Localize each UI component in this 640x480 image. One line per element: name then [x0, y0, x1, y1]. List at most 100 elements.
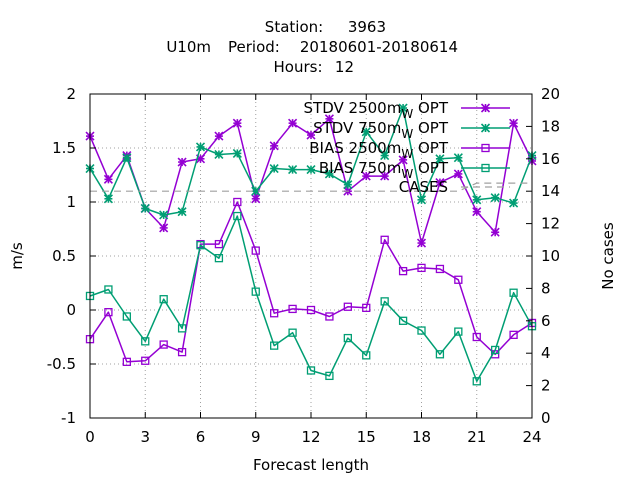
data-point [325, 312, 334, 321]
data-point [306, 366, 316, 375]
y2-tick-label: 8 [541, 279, 551, 297]
data-point [324, 169, 334, 179]
data-point [104, 308, 113, 317]
y2-tick-label: 18 [541, 117, 560, 135]
data-point [509, 198, 519, 208]
legend-entry-1: STDV 750mW OPT [313, 119, 510, 141]
title-line3-value: 12 [335, 58, 354, 76]
data-point [269, 141, 279, 151]
data-point [306, 305, 316, 315]
data-point [324, 114, 334, 124]
data-point [122, 153, 132, 163]
legend-label-subscript: W [401, 167, 413, 181]
y2-tick-label: 14 [541, 182, 560, 200]
data-point [416, 238, 427, 248]
y2-tick-label: 10 [541, 247, 560, 265]
data-point [472, 207, 482, 217]
data-point [343, 333, 352, 343]
data-point [251, 287, 260, 296]
data-point [140, 203, 150, 214]
series-line [89, 201, 533, 363]
data-point [270, 341, 279, 350]
legend-entry-0: STDV 2500mW OPT [304, 99, 510, 121]
data-point [343, 302, 352, 311]
data-point [214, 149, 224, 160]
legend-label-main: STDV 750m [313, 119, 401, 137]
legend-entry-3: BIAS 750mW OPT [319, 159, 510, 181]
data-point [398, 155, 408, 165]
legend-label-subscript: W [401, 147, 413, 161]
data-point [453, 169, 463, 179]
data-point [306, 130, 316, 140]
data-point [472, 377, 481, 386]
legend-label: STDV 2500mW OPT [304, 99, 449, 121]
data-point [380, 171, 390, 181]
data-point [361, 127, 371, 137]
data-point [159, 340, 168, 349]
y2-axis-label: No cases [599, 222, 617, 290]
data-point [509, 288, 518, 297]
data-point [454, 327, 463, 336]
legend-sample-marker [480, 123, 491, 133]
x-tick-label: 15 [357, 428, 376, 446]
data-point [232, 148, 242, 158]
legend-sample-marker [481, 143, 490, 153]
data-point [177, 207, 187, 217]
data-point [214, 131, 224, 141]
data-point [177, 157, 187, 167]
y-tick-label: -1 [61, 409, 76, 427]
legend-label-main: BIAS 750m [319, 159, 402, 177]
x-tick-label: 6 [196, 428, 206, 446]
data-point [159, 295, 168, 304]
y-tick-label: 1 [66, 193, 76, 211]
data-point [288, 328, 297, 337]
data-point [288, 304, 297, 314]
data-point [398, 316, 408, 325]
legend-label-main: CASES [399, 178, 448, 196]
legend-label-tail: OPT [413, 99, 449, 117]
y2-tick-label: 20 [541, 85, 560, 103]
legend-label: CASES [399, 178, 448, 196]
data-point [177, 347, 187, 357]
data-point [270, 309, 279, 318]
data-point [251, 194, 261, 204]
legend-label: BIAS 750mW OPT [319, 159, 449, 181]
y2-tick-label: 2 [541, 377, 551, 395]
data-point [416, 195, 427, 205]
data-point [453, 153, 463, 163]
data-point [380, 297, 389, 306]
data-point [159, 210, 169, 220]
legend-label-subscript: W [401, 107, 413, 121]
legend-label-tail: OPT [413, 159, 449, 177]
data-point [435, 154, 445, 164]
data-point [362, 351, 371, 360]
data-point [491, 345, 500, 355]
data-point [435, 350, 445, 359]
title-line2-value: 20180601-20180614 [300, 38, 458, 56]
data-point [361, 171, 371, 181]
data-point [159, 223, 169, 233]
x-tick-label: 9 [251, 428, 261, 446]
legend-label: BIAS 2500mW OPT [309, 139, 449, 161]
legend-label-tail: OPT [413, 119, 449, 137]
legend-label-main: BIAS 2500m [309, 139, 401, 157]
data-point [288, 165, 298, 175]
data-point [195, 142, 206, 152]
data-point [269, 163, 279, 174]
series-4 [90, 182, 532, 192]
x-axis-label: Forecast length [253, 456, 369, 474]
x-tick-label: 18 [412, 428, 431, 446]
title-line2-param: U10m [166, 38, 211, 56]
data-point [343, 180, 353, 190]
legend-sample-marker [480, 103, 491, 113]
data-point [509, 330, 518, 339]
data-point [398, 266, 408, 276]
data-point [398, 103, 408, 113]
data-point [472, 195, 482, 205]
x-tick-label: 3 [140, 428, 150, 446]
y-tick-label: 0.5 [52, 247, 76, 265]
y-tick-label: 1.5 [52, 139, 76, 157]
data-point [196, 241, 205, 250]
